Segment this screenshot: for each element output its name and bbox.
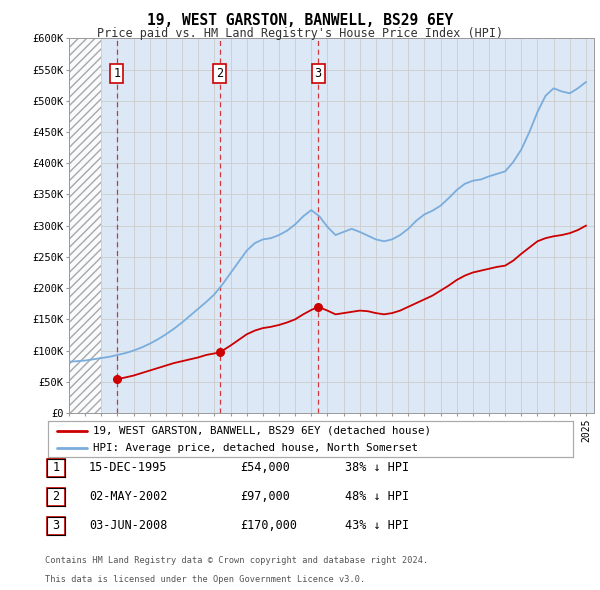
Text: 2: 2 (216, 67, 223, 80)
Text: 03-JUN-2008: 03-JUN-2008 (89, 519, 167, 532)
Text: £170,000: £170,000 (240, 519, 297, 532)
Text: Contains HM Land Registry data © Crown copyright and database right 2024.: Contains HM Land Registry data © Crown c… (45, 556, 428, 565)
Text: This data is licensed under the Open Government Licence v3.0.: This data is licensed under the Open Gov… (45, 575, 365, 584)
Text: 48% ↓ HPI: 48% ↓ HPI (345, 490, 409, 503)
Text: 19, WEST GARSTON, BANWELL, BS29 6EY: 19, WEST GARSTON, BANWELL, BS29 6EY (147, 13, 453, 28)
Text: £97,000: £97,000 (240, 490, 290, 503)
Text: HPI: Average price, detached house, North Somerset: HPI: Average price, detached house, Nort… (92, 443, 418, 453)
Text: 38% ↓ HPI: 38% ↓ HPI (345, 461, 409, 474)
Text: 1: 1 (52, 461, 59, 474)
Text: £54,000: £54,000 (240, 461, 290, 474)
Bar (69, 38, 101, 413)
Text: 43% ↓ HPI: 43% ↓ HPI (345, 519, 409, 532)
Text: 3: 3 (314, 67, 322, 80)
Text: 19, WEST GARSTON, BANWELL, BS29 6EY (detached house): 19, WEST GARSTON, BANWELL, BS29 6EY (det… (92, 426, 431, 436)
Text: 1: 1 (113, 67, 121, 80)
Text: 02-MAY-2002: 02-MAY-2002 (89, 490, 167, 503)
Text: 3: 3 (52, 519, 59, 532)
Text: Price paid vs. HM Land Registry's House Price Index (HPI): Price paid vs. HM Land Registry's House … (97, 27, 503, 40)
Text: 15-DEC-1995: 15-DEC-1995 (89, 461, 167, 474)
Text: 2: 2 (52, 490, 59, 503)
